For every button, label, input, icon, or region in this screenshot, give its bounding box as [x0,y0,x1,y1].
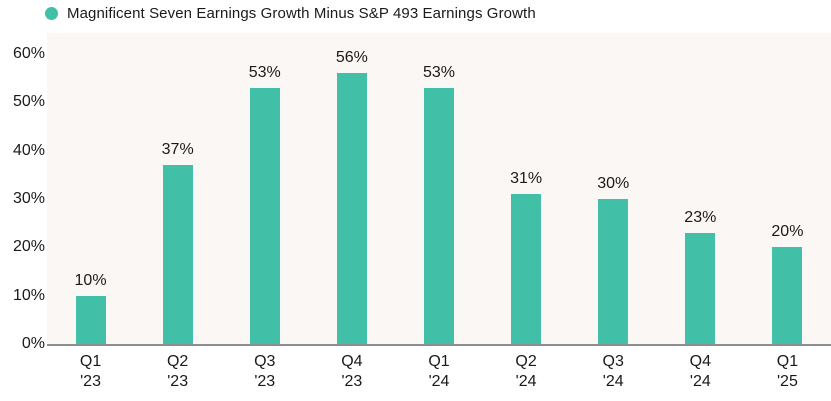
bar [598,199,629,344]
bar-value-label: 10% [74,271,107,289]
plot-area: 10% 37% 53% 56% 53% 31% 30% 23% 20% [47,33,831,346]
y-tick-label: 40% [12,141,45,159]
bar [511,194,542,344]
bar-column: 23% [657,33,744,344]
legend-label: Magnificent Seven Earnings Growth Minus … [67,4,536,22]
bar [249,87,280,344]
bar-value-label: 53% [422,63,455,81]
x-tick-label: Q3 '24 [602,353,624,390]
bar-column: 31% [483,33,570,344]
bar [423,87,454,344]
x-tick-label: Q3 '23 [254,353,276,390]
bar-value-label: 20% [771,223,804,241]
y-tick-label: 10% [12,286,45,304]
y-tick-label: 0% [21,335,45,352]
x-tick-label: Q1 '25 [776,353,799,390]
y-axis: 0% 10% 20% 30% 40% 50% 60% [0,33,45,352]
bar-value-label: 23% [684,208,717,226]
y-tick-label: 20% [12,238,45,256]
bar-value-label: 31% [510,170,543,188]
x-tick-label: Q2 '24 [515,353,537,390]
legend: Magnificent Seven Earnings Growth Minus … [45,3,536,23]
bar-column: 10% [47,33,134,344]
bar-column: 30% [570,33,657,344]
x-tick-label: Q1 '23 [79,353,102,390]
bar [772,247,803,344]
bar [75,295,106,344]
bar-column: 56% [308,33,395,344]
bar-column: 20% [744,33,831,344]
bar-column: 53% [395,33,482,344]
bar-column: 53% [221,33,308,344]
legend-marker-icon [45,6,58,20]
y-tick-label: 50% [12,93,45,111]
bar [685,232,716,344]
bar-value-label: 37% [161,141,194,159]
bar-value-label: 30% [597,175,630,193]
bar [162,165,193,344]
x-tick-label: Q4 '24 [689,353,711,390]
bar-value-label: 53% [248,63,281,81]
y-tick-label: 60% [12,45,45,63]
x-tick-label: Q2 '23 [166,353,189,390]
y-tick-label: 30% [12,190,45,207]
x-tick-label: Q4 '23 [341,353,363,390]
x-axis: Q1 '23 Q2 '23 Q3 '23 Q4 '23 Q1 '24 Q2 '24 Q3 '… [47,352,831,392]
bar-column: 37% [134,33,221,344]
x-tick-label: Q1 '24 [428,353,450,390]
bar [336,73,367,344]
bar-value-label: 56% [335,49,368,67]
